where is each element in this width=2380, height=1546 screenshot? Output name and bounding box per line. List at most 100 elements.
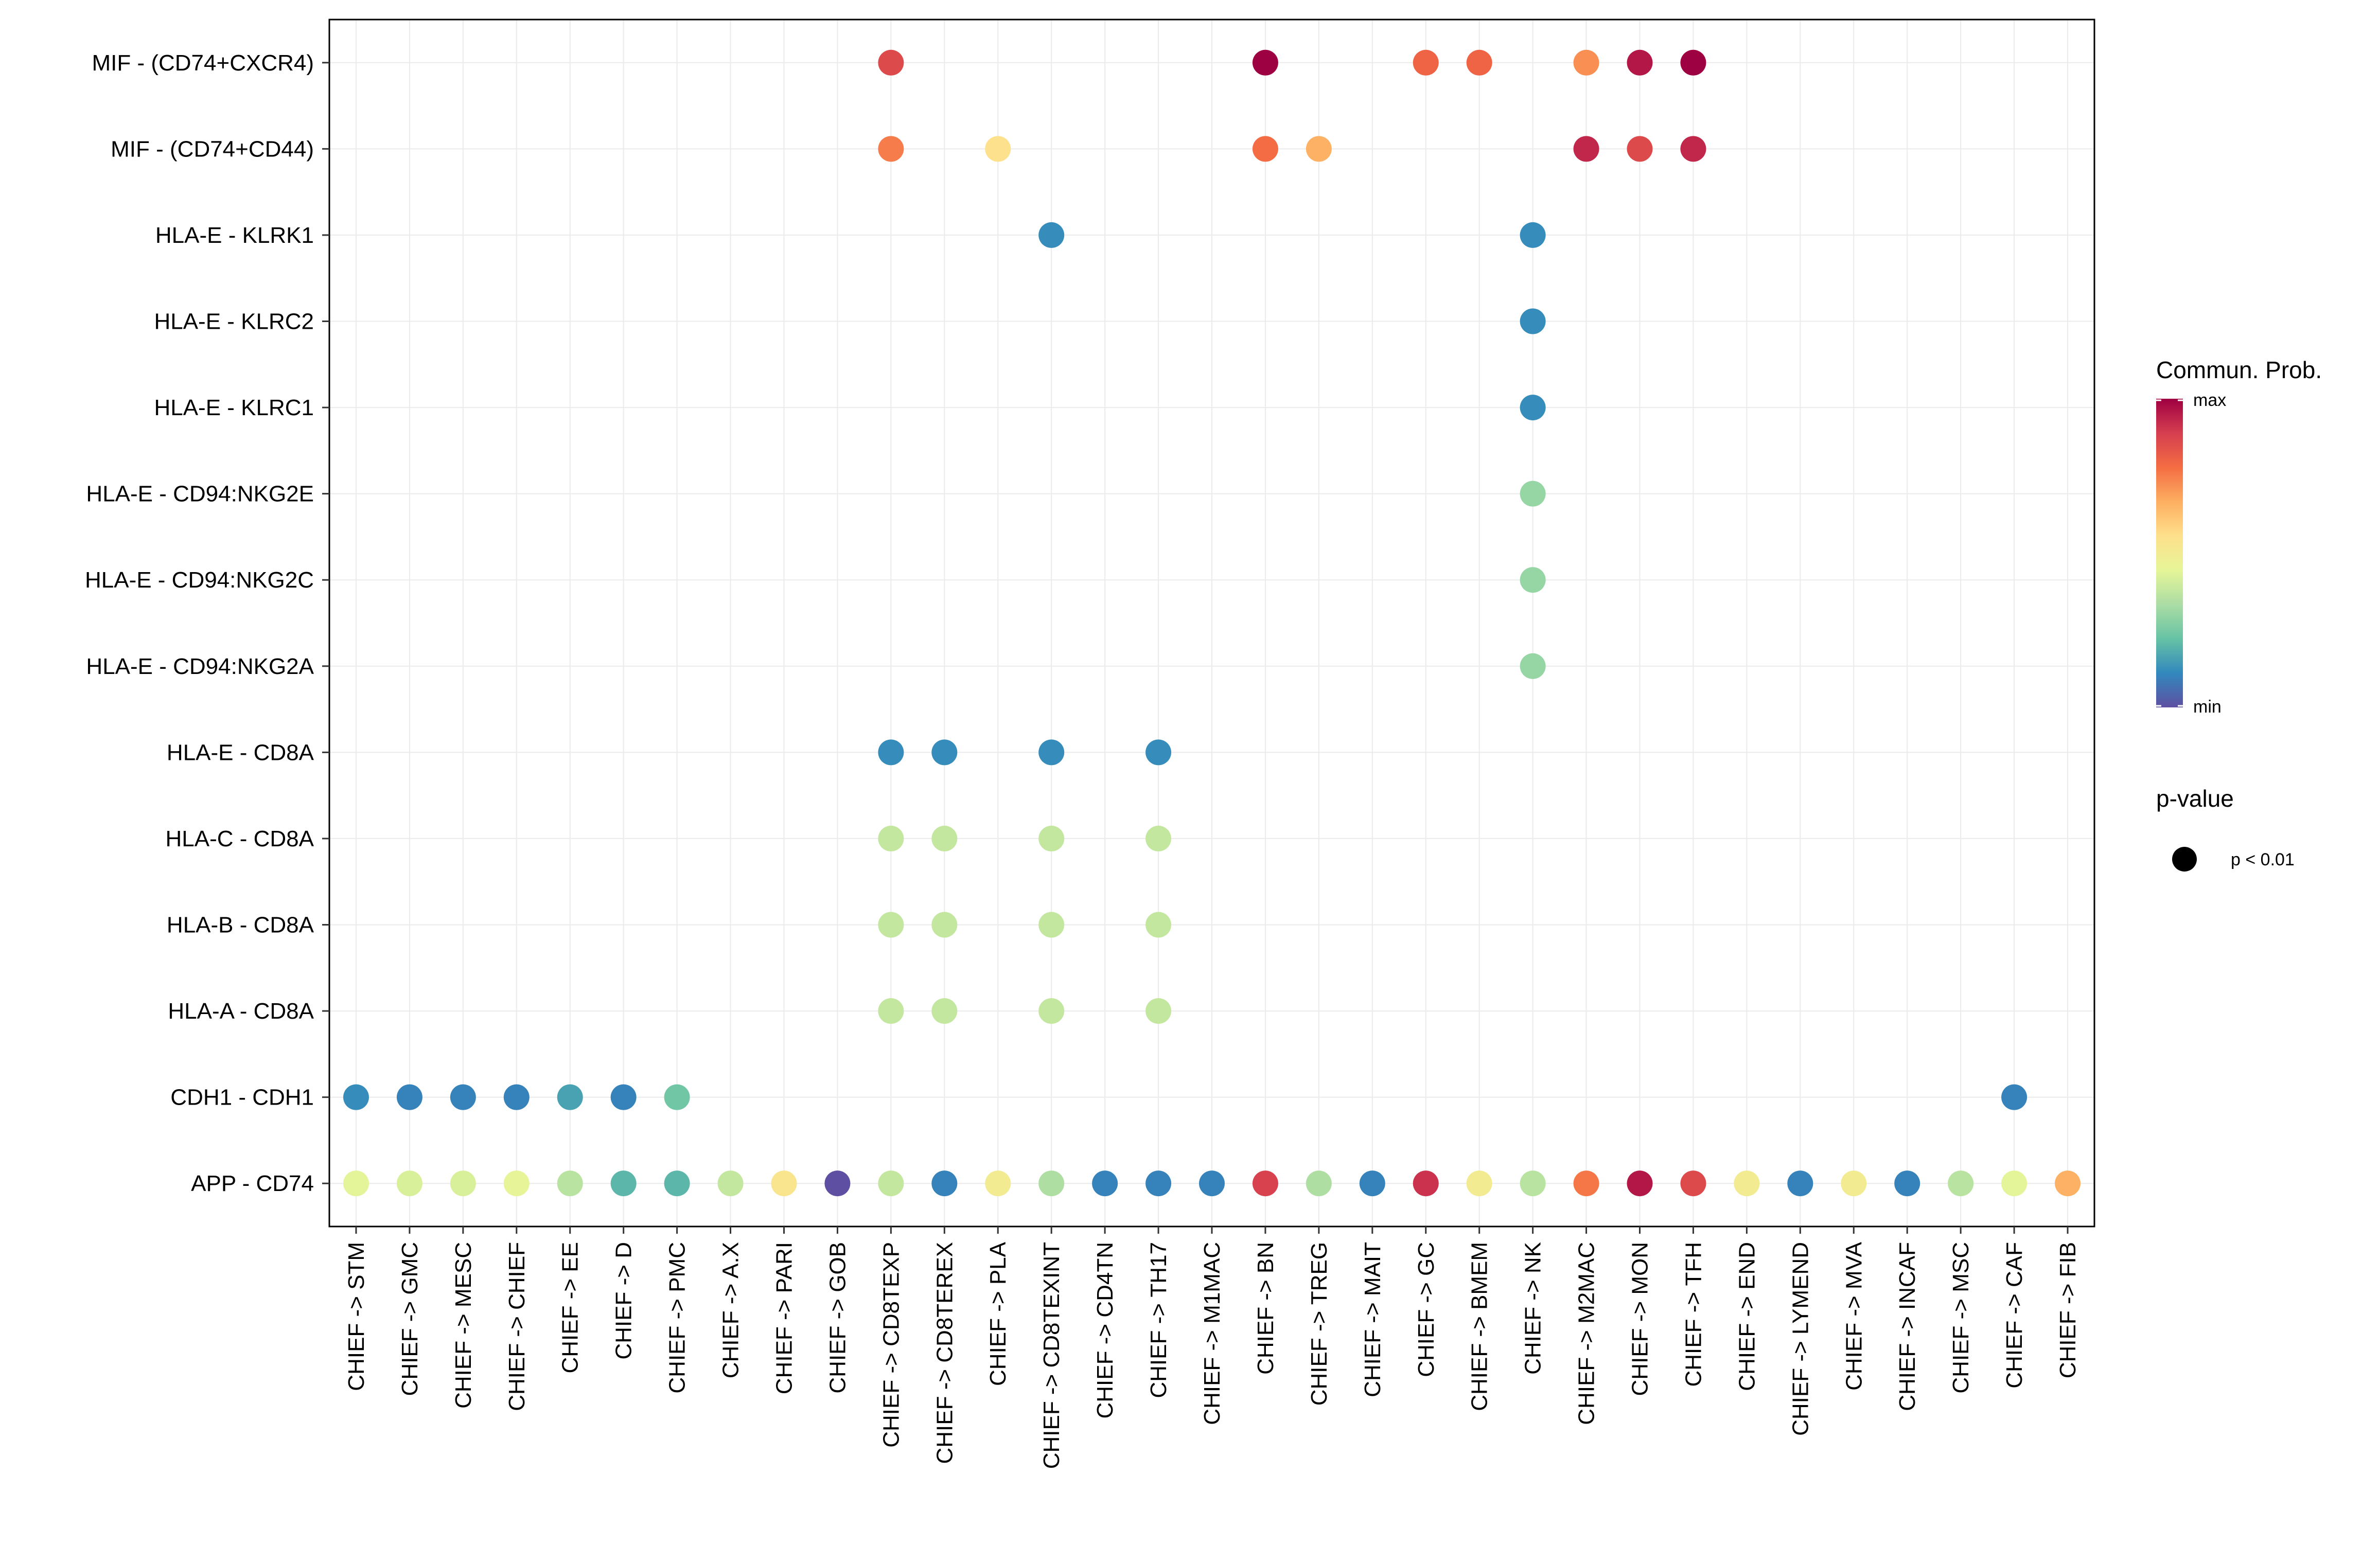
data-point [557, 1084, 583, 1110]
data-point [664, 1084, 690, 1110]
data-point [1145, 825, 1172, 851]
data-point [1787, 1170, 1813, 1197]
data-point [931, 1170, 958, 1197]
colorbar-min-label: min [2193, 697, 2222, 717]
x-axis-label: CHIEF -> FIB [2055, 1242, 2081, 1378]
colorbar-title: Commun. Prob. [2156, 357, 2322, 383]
data-point [1038, 825, 1065, 851]
data-point [396, 1170, 422, 1197]
data-point [557, 1170, 583, 1197]
data-point [1092, 1170, 1118, 1197]
x-axis-label: CHIEF -> GOB [825, 1242, 850, 1394]
data-point [1038, 222, 1065, 248]
data-point [878, 136, 904, 162]
data-point [1466, 49, 1492, 76]
y-axis-label: HLA-E - CD94:NKG2A [86, 654, 314, 679]
data-point [878, 49, 904, 76]
x-axis-label: CHIEF -> TREG [1307, 1242, 1332, 1406]
size-legend-label: p < 0.01 [2231, 850, 2295, 869]
size-legend-title: p-value [2156, 785, 2234, 812]
data-point [503, 1170, 530, 1197]
data-point [1038, 739, 1065, 766]
x-axis-label: CHIEF -> CD8TEXP [878, 1242, 904, 1448]
y-axis-label: HLA-E - KLRC2 [154, 309, 314, 334]
x-axis-label: CHIEF -> MON [1628, 1242, 1653, 1396]
y-axis-labels: MIF - (CD74+CXCR4) MIF - (CD74+CD44) HLA-E… [85, 50, 314, 1196]
data-point [1466, 1170, 1492, 1197]
y-axis-label: APP - CD74 [191, 1171, 314, 1196]
x-axis-label: CHIEF -> D [611, 1242, 637, 1360]
x-axis-label: CHIEF -> GMC [397, 1242, 422, 1396]
data-point [878, 912, 904, 938]
colorbar-max-label: max [2193, 390, 2226, 410]
data-points [343, 49, 2081, 1197]
data-point [1627, 136, 1653, 162]
x-axis-label: CHIEF -> LYMEND [1788, 1242, 1813, 1436]
x-axis-label: CHIEF -> MSC [1948, 1242, 1973, 1394]
data-point [1680, 1170, 1706, 1197]
y-axis-label: HLA-A - CD8A [168, 999, 314, 1024]
y-axis-label: HLA-E - KLRC1 [154, 395, 314, 420]
x-axis-label: CHIEF -> CAF [2002, 1242, 2027, 1389]
data-point [878, 739, 904, 766]
axis-ticks [322, 62, 2069, 1234]
x-axis-label: CHIEF -> MAIT [1360, 1242, 1385, 1397]
data-point [1199, 1170, 1225, 1197]
data-point [1038, 912, 1065, 938]
y-axis-label: CDH1 - CDH1 [170, 1085, 314, 1110]
x-axis-label: CHIEF -> INCAF [1895, 1242, 1920, 1411]
data-point [1627, 49, 1653, 76]
data-point [1145, 739, 1172, 766]
data-point [1627, 1170, 1653, 1197]
data-point [985, 136, 1011, 162]
data-point [878, 1170, 904, 1197]
data-point [1573, 49, 1599, 76]
y-axis-label: HLA-E - CD94:NKG2E [86, 482, 314, 507]
x-axis-label: CHIEF -> TH17 [1146, 1242, 1171, 1398]
data-point [1520, 308, 1546, 334]
data-point [1252, 49, 1278, 76]
colorbar [2156, 399, 2183, 707]
data-point [450, 1084, 476, 1110]
x-axis-label: CHIEF -> MESC [451, 1242, 476, 1409]
x-axis-label: CHIEF -> A.X [718, 1242, 744, 1378]
data-point [931, 739, 958, 766]
data-point [1680, 136, 1706, 162]
y-axis-label: HLA-E - CD94:NKG2C [85, 567, 314, 593]
data-point [343, 1170, 369, 1197]
data-point [931, 912, 958, 938]
x-axis-label: CHIEF -> END [1734, 1242, 1759, 1391]
x-axis-label: CHIEF -> BN [1253, 1242, 1278, 1375]
data-point [1948, 1170, 1974, 1197]
x-axis-label: CHIEF -> CHIEF [504, 1242, 530, 1411]
data-point [450, 1170, 476, 1197]
data-point [1520, 567, 1546, 593]
x-axis-label: CHIEF -> PLA [985, 1241, 1011, 1386]
data-point [824, 1170, 851, 1197]
data-point [1252, 1170, 1278, 1197]
data-point [664, 1170, 690, 1197]
data-point [1252, 136, 1278, 162]
data-point [2001, 1170, 2028, 1197]
data-point [1038, 998, 1065, 1024]
x-axis-label: CHIEF -> CD4TN [1092, 1242, 1118, 1418]
y-axis-label: MIF - (CD74+CD44) [111, 136, 314, 162]
data-point [878, 825, 904, 851]
grid-lines [329, 20, 2094, 1227]
data-point [931, 998, 958, 1024]
data-point [1306, 136, 1332, 162]
data-point [1734, 1170, 1760, 1197]
data-point [1145, 912, 1172, 938]
x-axis-label: CHIEF -> PMC [665, 1242, 690, 1394]
x-axis-label: CHIEF -> NK [1521, 1242, 1546, 1375]
data-point [1520, 395, 1546, 421]
data-point [610, 1084, 637, 1110]
data-point [1573, 136, 1599, 162]
data-point [1573, 1170, 1599, 1197]
data-point [2055, 1170, 2081, 1197]
data-point [1520, 222, 1546, 248]
x-axis-label: CHIEF -> EE [558, 1242, 583, 1374]
